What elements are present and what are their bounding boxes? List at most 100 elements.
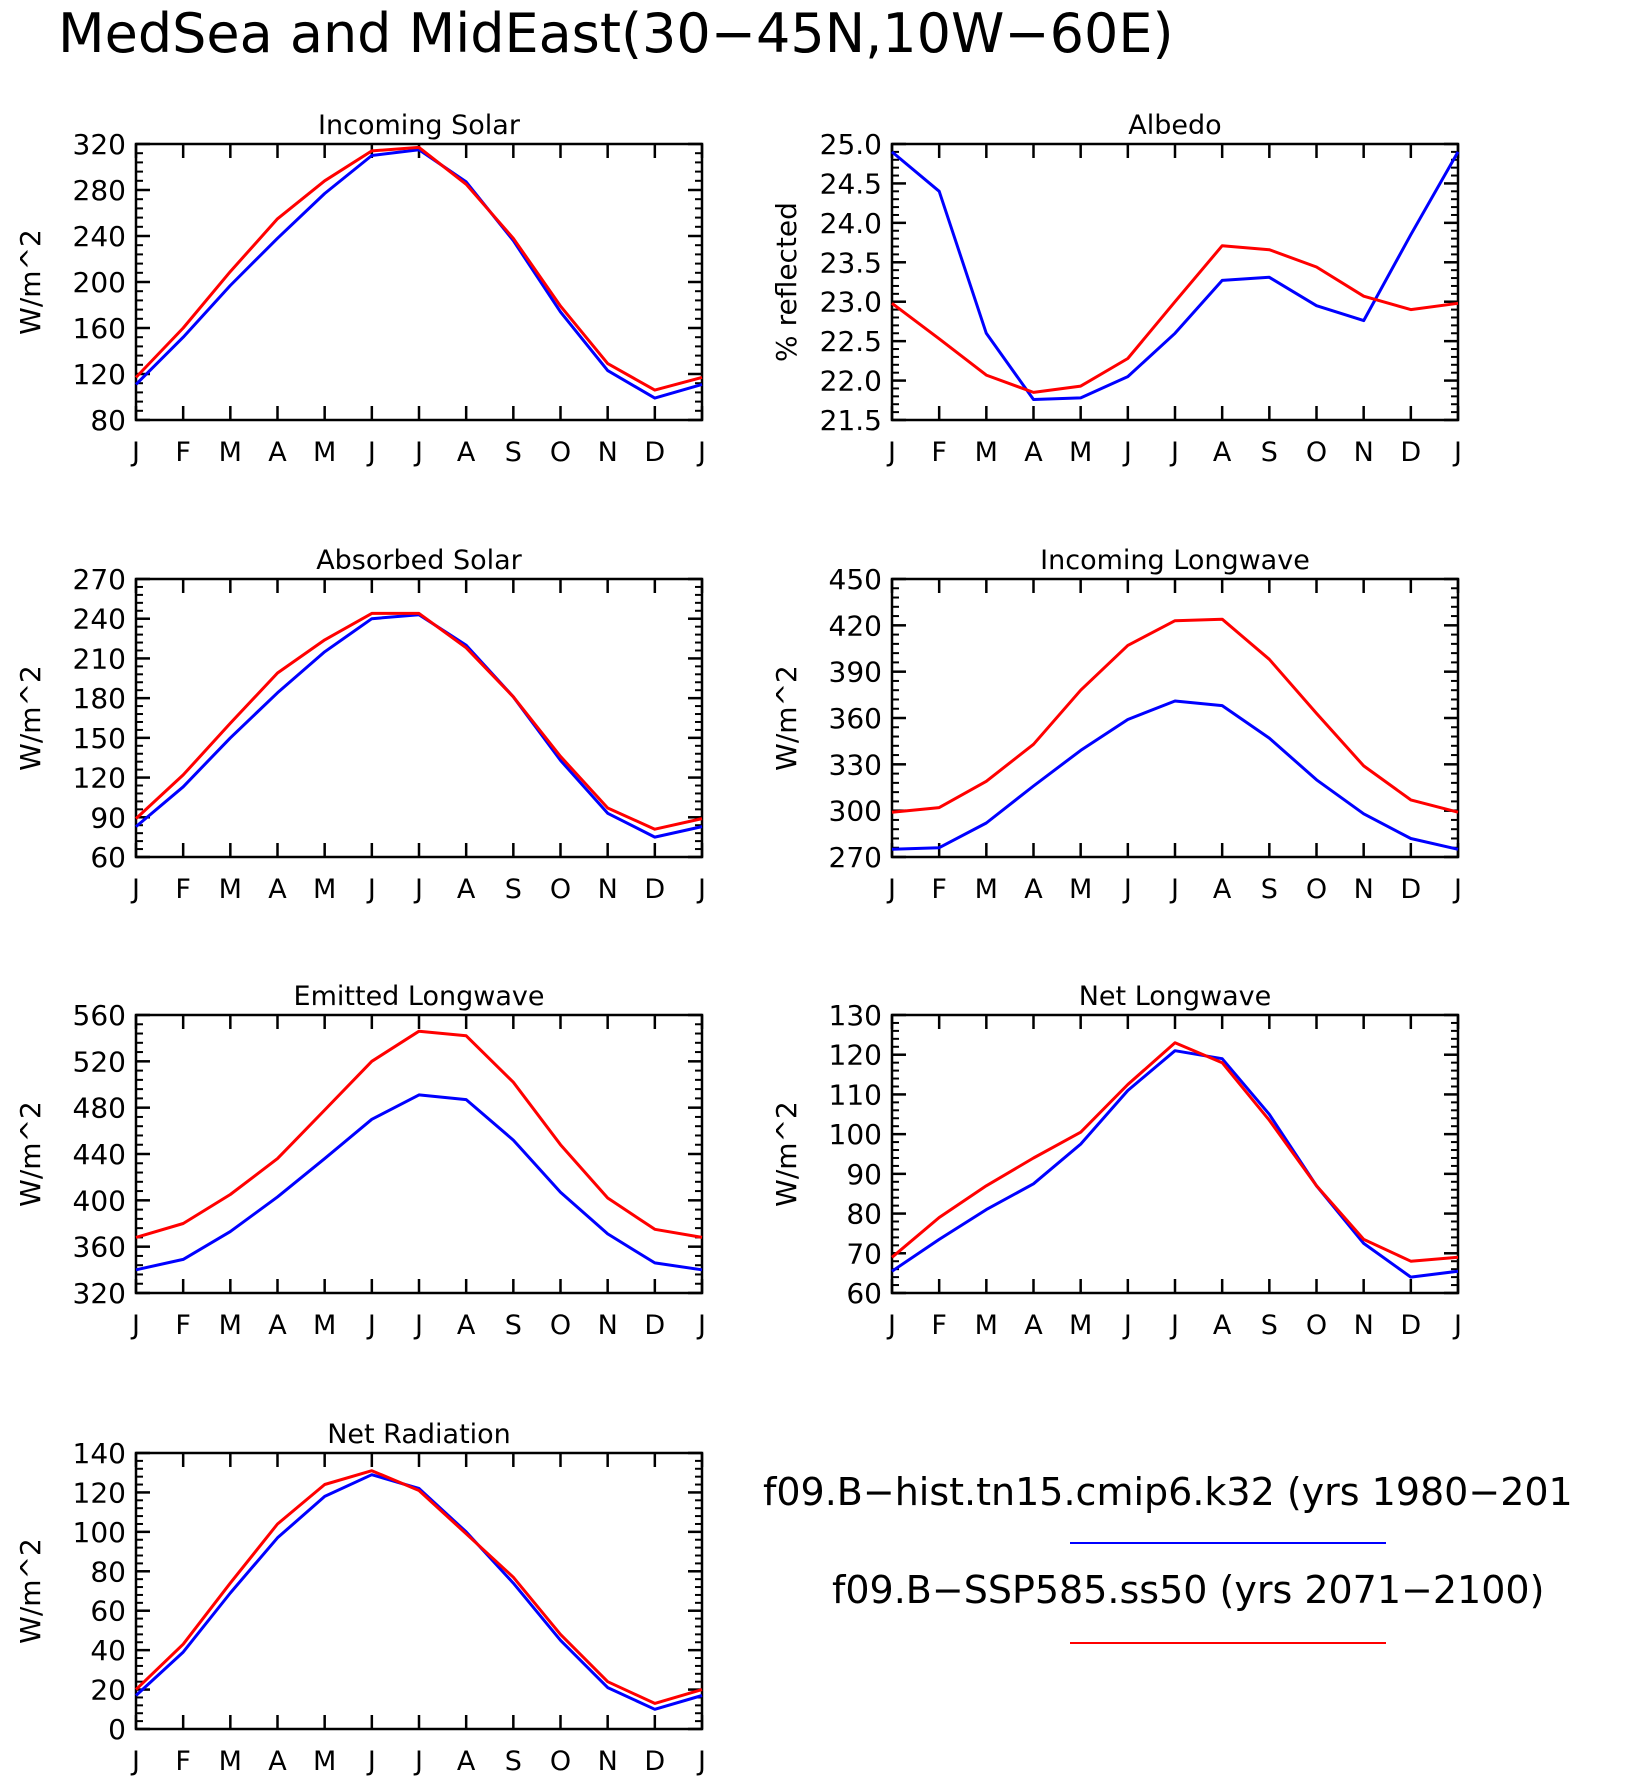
x-tick-label-net-longwave: J — [1122, 1310, 1132, 1341]
panel-title-albedo: Albedo — [1128, 110, 1221, 141]
x-tick-label-absorbed-solar: A — [457, 874, 476, 905]
x-tick-label-emitted-longwave: A — [457, 1310, 476, 1341]
x-tick-label-incoming-longwave: O — [1306, 874, 1327, 905]
figure-title: MedSea and MidEast(30−45N,10W−60E) — [58, 2, 1174, 65]
y-tick-label-net-longwave: 60 — [846, 1277, 882, 1310]
x-tick-label-net-radiation: D — [644, 1746, 665, 1777]
x-tick-label-incoming-longwave: J — [1452, 874, 1462, 905]
y-tick-label-incoming-solar: 280 — [73, 174, 126, 207]
x-tick-label-absorbed-solar: M — [219, 874, 242, 905]
x-tick-label-emitted-longwave: D — [644, 1310, 665, 1341]
x-tick-label-albedo: J — [1122, 437, 1132, 468]
y-tick-label-incoming-longwave: 300 — [829, 795, 882, 828]
y-tick-label-incoming-longwave: 360 — [829, 702, 882, 735]
plot-frame-absorbed-solar — [134, 577, 704, 859]
y-tick-label-net-radiation: 100 — [73, 1516, 126, 1549]
series-line-hist-absorbed-solar — [135, 613, 703, 839]
panel-title-absorbed-solar: Absorbed Solar — [316, 545, 522, 576]
y-tick-label-absorbed-solar: 90 — [90, 801, 126, 834]
panel-title-emitted-longwave: Emitted Longwave — [294, 981, 545, 1012]
x-tick-label-absorbed-solar: J — [413, 874, 423, 905]
x-tick-label-albedo: F — [931, 437, 947, 468]
y-tick-label-emitted-longwave: 400 — [73, 1184, 126, 1217]
x-tick-label-absorbed-solar: J — [130, 874, 140, 905]
y-axis-label-net-longwave: W/m^2 — [770, 1101, 803, 1207]
y-tick-label-albedo: 21.5 — [820, 404, 882, 437]
y-axis-label-albedo: % reflected — [770, 202, 803, 362]
x-tick-label-emitted-longwave: J — [413, 1310, 423, 1341]
y-tick-label-absorbed-solar: 270 — [73, 563, 126, 596]
x-tick-label-incoming-solar: D — [644, 437, 665, 468]
x-tick-label-incoming-solar: J — [130, 437, 140, 468]
series-line-ssp-emitted-longwave — [135, 1029, 703, 1239]
x-tick-label-incoming-solar: O — [550, 437, 571, 468]
y-tick-label-net-radiation: 0 — [108, 1713, 126, 1746]
x-tick-label-net-radiation: N — [598, 1746, 618, 1777]
x-tick-label-absorbed-solar: F — [175, 874, 191, 905]
y-tick-label-albedo: 24.5 — [820, 167, 882, 200]
x-tick-label-net-radiation: J — [130, 1746, 140, 1777]
series-line-ssp-net-longwave — [891, 1041, 1459, 1263]
x-tick-label-net-longwave: N — [1354, 1310, 1374, 1341]
x-tick-label-albedo: S — [1261, 437, 1278, 468]
x-tick-label-net-longwave: F — [931, 1310, 947, 1341]
x-tick-label-albedo: N — [1354, 437, 1374, 468]
panel-title-net-radiation: Net Radiation — [327, 1419, 511, 1450]
panel-title-incoming-solar: Incoming Solar — [318, 110, 521, 141]
x-tick-label-emitted-longwave: O — [550, 1310, 571, 1341]
y-tick-label-emitted-longwave: 360 — [73, 1231, 126, 1264]
x-tick-label-albedo: M — [975, 437, 998, 468]
x-tick-label-absorbed-solar: J — [696, 874, 706, 905]
x-tick-label-absorbed-solar: D — [644, 874, 665, 905]
series-line-hist-net-longwave — [891, 1049, 1459, 1279]
x-tick-label-incoming-solar: M — [219, 437, 242, 468]
series-line-hist-albedo — [891, 150, 1460, 401]
series-line-ssp-albedo — [891, 244, 1459, 394]
x-tick-label-emitted-longwave: F — [175, 1310, 191, 1341]
y-tick-label-absorbed-solar: 150 — [73, 722, 126, 755]
y-tick-label-incoming-solar: 120 — [73, 358, 126, 391]
x-tick-label-albedo: J — [1169, 437, 1179, 468]
x-tick-label-net-radiation: S — [505, 1746, 522, 1777]
x-tick-label-incoming-solar: S — [505, 437, 522, 468]
y-tick-label-incoming-longwave: 270 — [829, 841, 882, 874]
x-tick-label-incoming-longwave: F — [931, 874, 947, 905]
y-tick-label-net-longwave: 130 — [829, 999, 882, 1032]
y-tick-label-net-longwave: 90 — [846, 1158, 882, 1191]
y-tick-label-emitted-longwave: 520 — [73, 1045, 126, 1078]
y-tick-label-net-radiation: 80 — [90, 1555, 126, 1588]
panel-title-incoming-longwave: Incoming Longwave — [1040, 545, 1310, 576]
x-tick-label-emitted-longwave: J — [130, 1310, 140, 1341]
x-tick-label-albedo: J — [1452, 437, 1462, 468]
x-tick-label-incoming-longwave: A — [1024, 874, 1043, 905]
y-tick-label-absorbed-solar: 210 — [73, 642, 126, 675]
y-axis-label-net-radiation: W/m^2 — [14, 1538, 47, 1644]
x-tick-label-net-longwave: J — [886, 1310, 896, 1341]
y-tick-label-net-radiation: 140 — [73, 1437, 126, 1470]
y-tick-label-net-longwave: 120 — [829, 1039, 882, 1072]
x-tick-label-absorbed-solar: A — [268, 874, 287, 905]
x-tick-label-incoming-solar: J — [366, 437, 376, 468]
y-tick-label-incoming-solar: 200 — [73, 266, 126, 299]
x-tick-label-incoming-longwave: D — [1400, 874, 1421, 905]
x-tick-label-incoming-longwave: M — [1069, 874, 1092, 905]
x-tick-label-incoming-solar: J — [413, 437, 423, 468]
series-line-ssp-net-radiation — [134, 1469, 703, 1705]
x-tick-label-albedo: O — [1306, 437, 1327, 468]
x-tick-label-incoming-longwave: S — [1261, 874, 1278, 905]
x-tick-label-net-longwave: J — [1169, 1310, 1179, 1341]
x-tick-label-net-longwave: O — [1306, 1310, 1327, 1341]
x-tick-label-incoming-solar: A — [457, 437, 476, 468]
x-tick-label-incoming-longwave: N — [1354, 874, 1374, 905]
x-tick-label-albedo: D — [1400, 437, 1421, 468]
x-tick-label-emitted-longwave: A — [268, 1310, 287, 1341]
y-tick-label-albedo: 25.0 — [820, 128, 882, 161]
y-tick-label-net-radiation: 40 — [90, 1634, 126, 1667]
x-tick-label-incoming-longwave: J — [886, 874, 896, 905]
y-tick-label-emitted-longwave: 480 — [73, 1092, 126, 1125]
